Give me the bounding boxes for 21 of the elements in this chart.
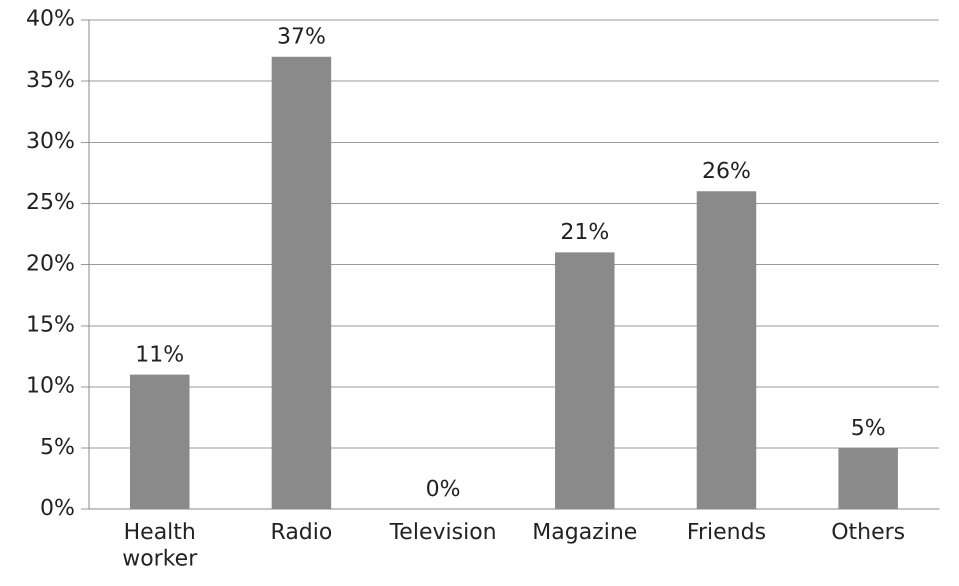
y-tick-label: 5% [40, 434, 75, 460]
y-tick-label: 30% [26, 129, 75, 154]
y-tick-label: 10% [26, 374, 75, 399]
data-label: 0% [426, 476, 461, 502]
y-tick-label: 15% [26, 312, 75, 338]
y-tick-label: 35% [26, 68, 75, 93]
x-tick-label: Health worker [122, 520, 198, 572]
x-tick-label: Radio [270, 520, 332, 546]
x-tick-label: Others [831, 520, 906, 546]
x-tick-label: Television [388, 520, 497, 546]
data-label: 21% [560, 220, 610, 246]
data-label: 11% [135, 342, 184, 368]
y-tick-label: 25% [26, 190, 75, 216]
y-tick-label: 40% [26, 6, 75, 32]
data-label: 37% [276, 24, 326, 50]
data-label: 26% [702, 158, 751, 184]
y-tick-label: 20% [26, 251, 75, 276]
data-label: 5% [850, 416, 886, 441]
y-tick-label: 0% [40, 496, 75, 521]
x-tick-label: Magazine [532, 520, 638, 546]
x-tick-label: Friends [686, 520, 766, 546]
